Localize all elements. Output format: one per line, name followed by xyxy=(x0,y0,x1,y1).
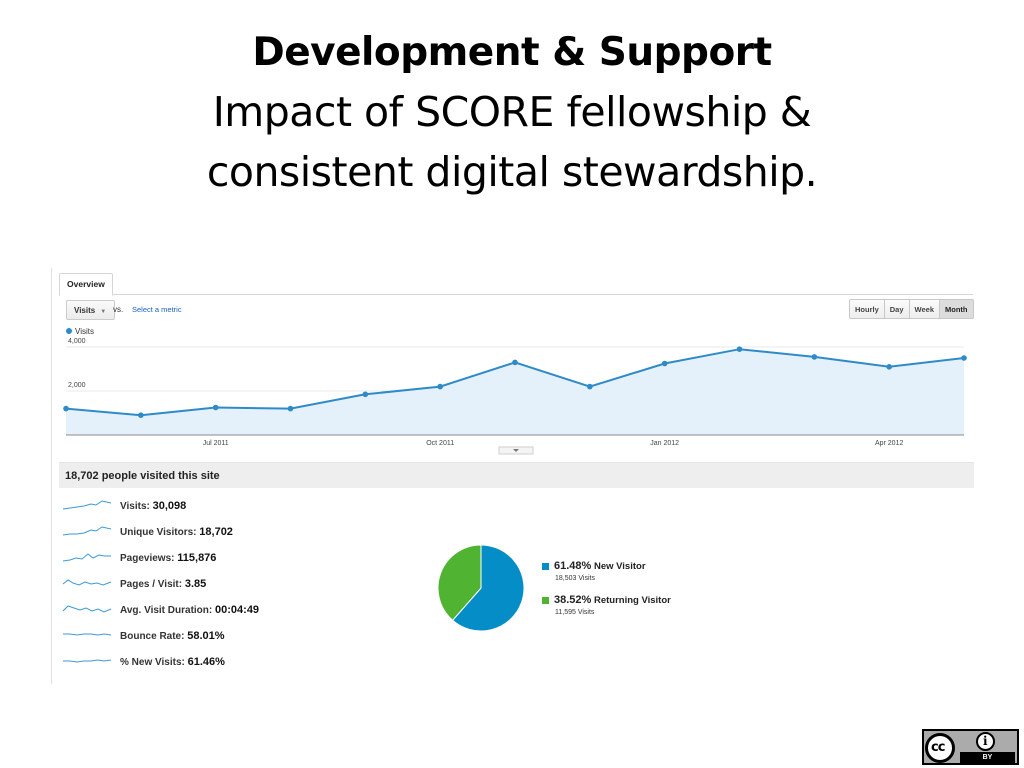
metric-pages-per-visit: Pages / Visit: 3.85 xyxy=(120,578,206,590)
sparkline-icon xyxy=(63,633,112,636)
select-metric-link[interactable]: Select a metric xyxy=(132,305,182,314)
granularity-month-button[interactable]: Month xyxy=(940,300,973,318)
legend-dot-icon xyxy=(66,328,72,334)
metric-label: Avg. Visit Duration: xyxy=(120,605,213,616)
pie-legend-returning-percent: 38.52% xyxy=(554,594,592,606)
pie-legend-new-percent: 61.48% xyxy=(554,560,592,572)
data-point[interactable] xyxy=(736,346,743,352)
legend-swatch-returning xyxy=(542,597,549,604)
attribution-icon: i xyxy=(976,732,995,751)
visitor-type-pie-chart xyxy=(437,544,525,632)
sparkline-icon xyxy=(63,659,112,663)
metric-avg-visit-duration: Avg. Visit Duration: 00:04:49 xyxy=(120,604,259,616)
metric-label: Pages / Visit: xyxy=(120,579,183,590)
metric-value: 58.01% xyxy=(187,630,225,642)
data-point[interactable] xyxy=(587,383,593,390)
granularity-day-button[interactable]: Day xyxy=(884,300,910,318)
sparkline-icon xyxy=(62,500,112,510)
chart-legend: Visits xyxy=(66,327,94,336)
pie-slice-new-visitor[interactable] xyxy=(451,544,525,632)
slide-title: Development & Support Impact of SCORE fe… xyxy=(0,24,1024,202)
creative-commons-by-badge: cc i BY xyxy=(922,729,1019,765)
slide-title-main: Development & Support xyxy=(252,30,772,75)
slide-subtitle-line-2: consistent digital stewardship. xyxy=(206,148,818,196)
by-label: BY xyxy=(960,752,1015,763)
sparkline-icon xyxy=(62,526,112,536)
metric-value: 3.85 xyxy=(184,578,207,590)
sparkline-icon xyxy=(62,605,112,613)
y-tick-label: 4,000 xyxy=(68,338,86,345)
granularity-toggle: Hourly Day Week Month xyxy=(849,299,974,319)
data-point[interactable] xyxy=(661,360,668,367)
y-tick-label: 2,000 xyxy=(68,382,86,389)
metric-pageviews: Pageviews: 115,876 xyxy=(120,552,216,564)
cc-badge-background: cc i BY xyxy=(924,731,1017,763)
metric-bounce-rate: Bounce Rate: 58.01% xyxy=(120,630,225,642)
slide-subtitle-line-1: Impact of SCORE fellowship & xyxy=(212,88,812,136)
tab-overview[interactable]: Overview xyxy=(59,273,113,296)
metric-value: 00:04:49 xyxy=(215,604,260,616)
pie-legend-returning-name: Returning Visitor xyxy=(593,595,671,606)
metric-selector-value: Visits xyxy=(74,306,96,315)
chevron-down-icon: ▼ xyxy=(100,309,107,315)
legend-label-visits: Visits xyxy=(75,327,94,336)
sparkline-icon xyxy=(62,553,111,562)
x-tick-label: Apr 2012 xyxy=(875,440,904,447)
metric-label: Bounce Rate: xyxy=(120,631,185,642)
tab-strip: Overview xyxy=(59,273,973,296)
pie-legend-new-label: 61.48% New Visitor xyxy=(554,560,646,572)
metric-value: 30,098 xyxy=(152,500,187,512)
analytics-panel: Overview Visits ▼ vs. Select a metric Hou… xyxy=(51,268,974,684)
metric-value: 61.46% xyxy=(187,656,225,668)
x-tick-label: Jul 2011 xyxy=(203,440,229,447)
cc-icon: cc xyxy=(925,733,955,763)
data-point[interactable] xyxy=(362,391,369,398)
vs-label: vs. xyxy=(113,305,124,314)
data-point[interactable] xyxy=(437,383,443,390)
metric-visits: Visits: 30,098 xyxy=(120,500,186,512)
chevron-down-icon xyxy=(513,449,519,452)
metric-label: Pageviews: xyxy=(120,553,175,564)
legend-swatch-new xyxy=(542,563,549,570)
granularity-week-button[interactable]: Week xyxy=(909,300,940,318)
metric-label: Unique Visitors: xyxy=(120,527,197,538)
x-tick-label: Oct 2011 xyxy=(426,440,454,447)
visits-area-fill xyxy=(66,349,964,435)
data-point[interactable] xyxy=(512,359,518,366)
visits-area-chart: 2,000 4,000 Jul 2011 Oct 2011 Jan 2012 Apr 20… xyxy=(63,338,967,455)
data-point[interactable] xyxy=(212,404,219,411)
x-tick-label: Jan 2012 xyxy=(650,440,679,447)
sparkline-icon xyxy=(62,579,112,586)
pie-legend-new-name: New Visitor xyxy=(593,561,646,572)
summary-header-bar: 18,702 people visited this site xyxy=(59,462,974,488)
data-point[interactable] xyxy=(886,364,892,370)
metric-selector-dropdown[interactable]: Visits ▼ xyxy=(66,300,116,320)
granularity-hourly-button[interactable]: Hourly xyxy=(850,300,885,318)
pie-legend-returning-visits: 11,595 Visits xyxy=(555,609,595,616)
metric-label: Visits: xyxy=(120,501,150,512)
pie-legend-new-visits: 18,503 Visits xyxy=(555,575,595,582)
pie-slice-returning-visitor[interactable] xyxy=(437,544,482,621)
pie-legend-returning-label: 38.52% Returning Visitor xyxy=(554,594,671,606)
metric-label: % New Visits: xyxy=(120,657,185,668)
metric-value: 18,702 xyxy=(199,526,233,538)
metric-new-visits: % New Visits: 61.46% xyxy=(120,656,225,668)
data-point[interactable] xyxy=(138,412,144,418)
data-point[interactable] xyxy=(811,354,818,360)
data-point[interactable] xyxy=(961,355,967,361)
data-point[interactable] xyxy=(287,405,294,412)
summary-header: 18,702 people visited this site xyxy=(65,470,220,482)
metric-unique-visitors: Unique Visitors: 18,702 xyxy=(120,526,233,538)
metric-value: 115,876 xyxy=(177,552,217,564)
data-point[interactable] xyxy=(63,405,69,412)
